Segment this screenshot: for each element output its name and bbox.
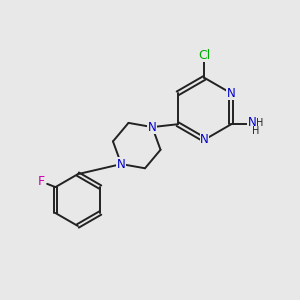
Text: H: H	[256, 118, 264, 128]
Text: N: N	[200, 133, 209, 146]
Text: Cl: Cl	[198, 49, 211, 62]
Text: F: F	[38, 175, 45, 188]
Text: N: N	[148, 121, 157, 134]
Text: N: N	[248, 116, 256, 129]
Text: N: N	[117, 158, 126, 171]
Text: N: N	[227, 87, 236, 100]
Text: H: H	[252, 126, 259, 136]
